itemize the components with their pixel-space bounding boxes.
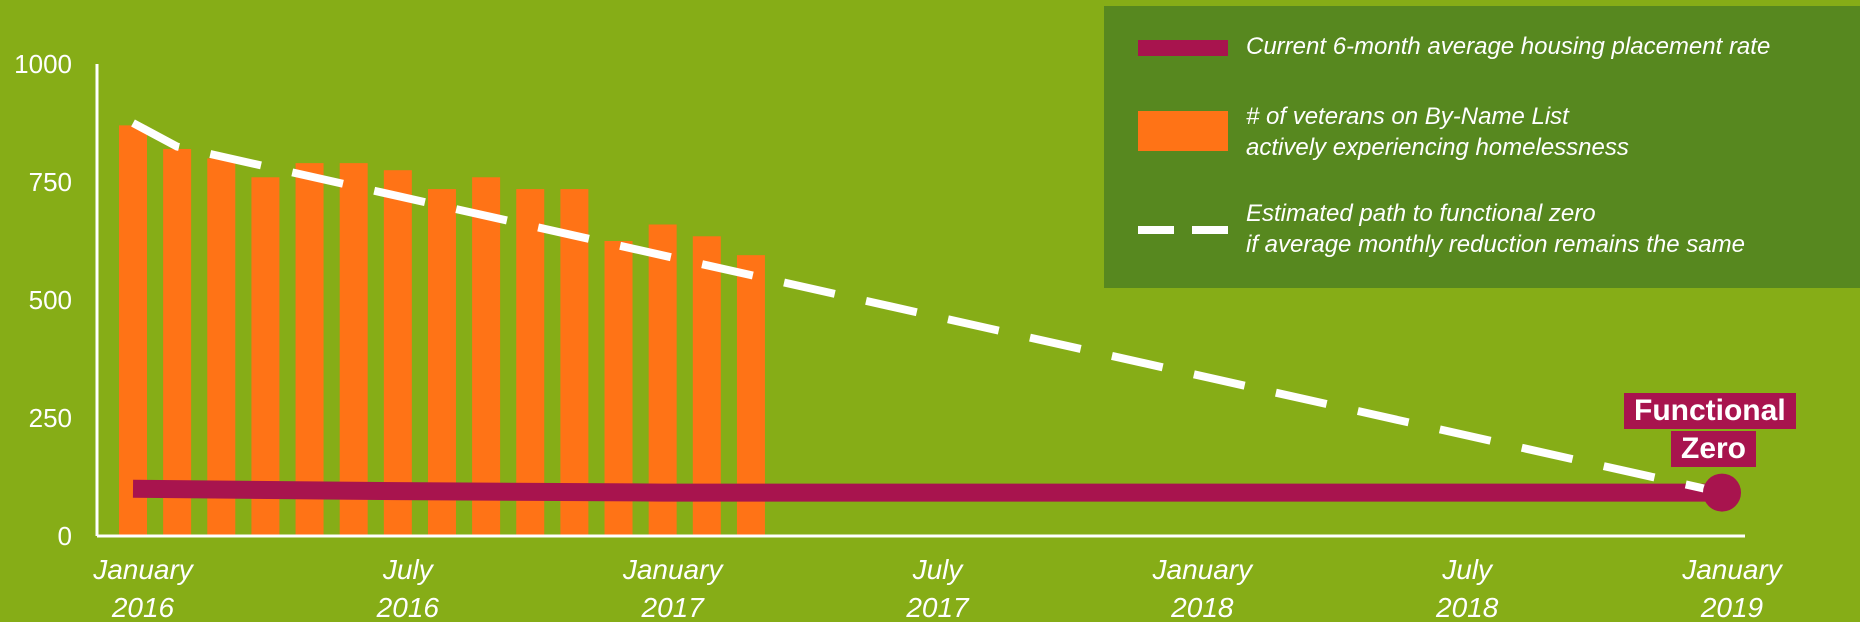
legend-label-veterans-line2: actively experiencing homelessness [1246, 134, 1629, 161]
legend-swatch-placement-line [1138, 40, 1228, 56]
chart-legend: Current 6-month average housing placemen… [1104, 6, 1860, 288]
bar [339, 163, 368, 536]
x-tick-label: 2018 [1435, 592, 1499, 622]
functional-zero-marker [1703, 473, 1741, 512]
projection-dashed-line [131, 119, 1723, 497]
y-tick-label: 250 [29, 403, 72, 433]
bar [472, 177, 501, 536]
bar [427, 189, 456, 536]
x-tick-label: January [622, 554, 725, 585]
y-tick-label: 1000 [14, 49, 72, 79]
x-tick-label: July [1441, 554, 1494, 585]
x-tick-label: 2016 [111, 592, 175, 622]
legend-swatch-bars [1138, 111, 1228, 151]
x-tick-label: July [382, 554, 435, 585]
legend-swatch-dashed-line [1138, 226, 1228, 234]
x-tick-label: 2019 [1700, 592, 1763, 622]
bar [207, 158, 236, 536]
x-tick-label: 2016 [376, 592, 440, 622]
y-tick-label: 500 [29, 285, 72, 315]
x-tick-label: January [1152, 554, 1255, 585]
x-tick-label: January [92, 554, 195, 585]
bar [295, 163, 324, 536]
x-tick-label: 2018 [1170, 592, 1234, 622]
legend-label-placement-rate: Current 6-month average housing placemen… [1246, 33, 1771, 60]
y-tick-label: 0 [58, 521, 72, 551]
legend-label-veterans-line1: # of veterans on By-Name List [1246, 103, 1569, 130]
functional-zero-label-line2: Zero [1671, 431, 1757, 467]
y-tick-label: 750 [29, 167, 72, 197]
bar [119, 125, 147, 537]
legend-label-projection-line1: Estimated path to functional zero [1246, 200, 1596, 227]
x-tick-label: July [912, 554, 965, 585]
functional-zero-label-line1: Functional [1624, 393, 1796, 429]
x-tick-label: 2017 [641, 592, 706, 622]
placement-rate-line [132, 479, 1722, 502]
bar [163, 148, 192, 536]
bar [516, 189, 545, 536]
x-tick-label: January [1681, 554, 1784, 585]
bar [383, 170, 412, 536]
bar [560, 189, 589, 536]
bar [251, 177, 280, 536]
x-tick-label: 2017 [905, 592, 970, 622]
legend-label-projection-line2: if average monthly reduction remains the… [1246, 231, 1745, 258]
